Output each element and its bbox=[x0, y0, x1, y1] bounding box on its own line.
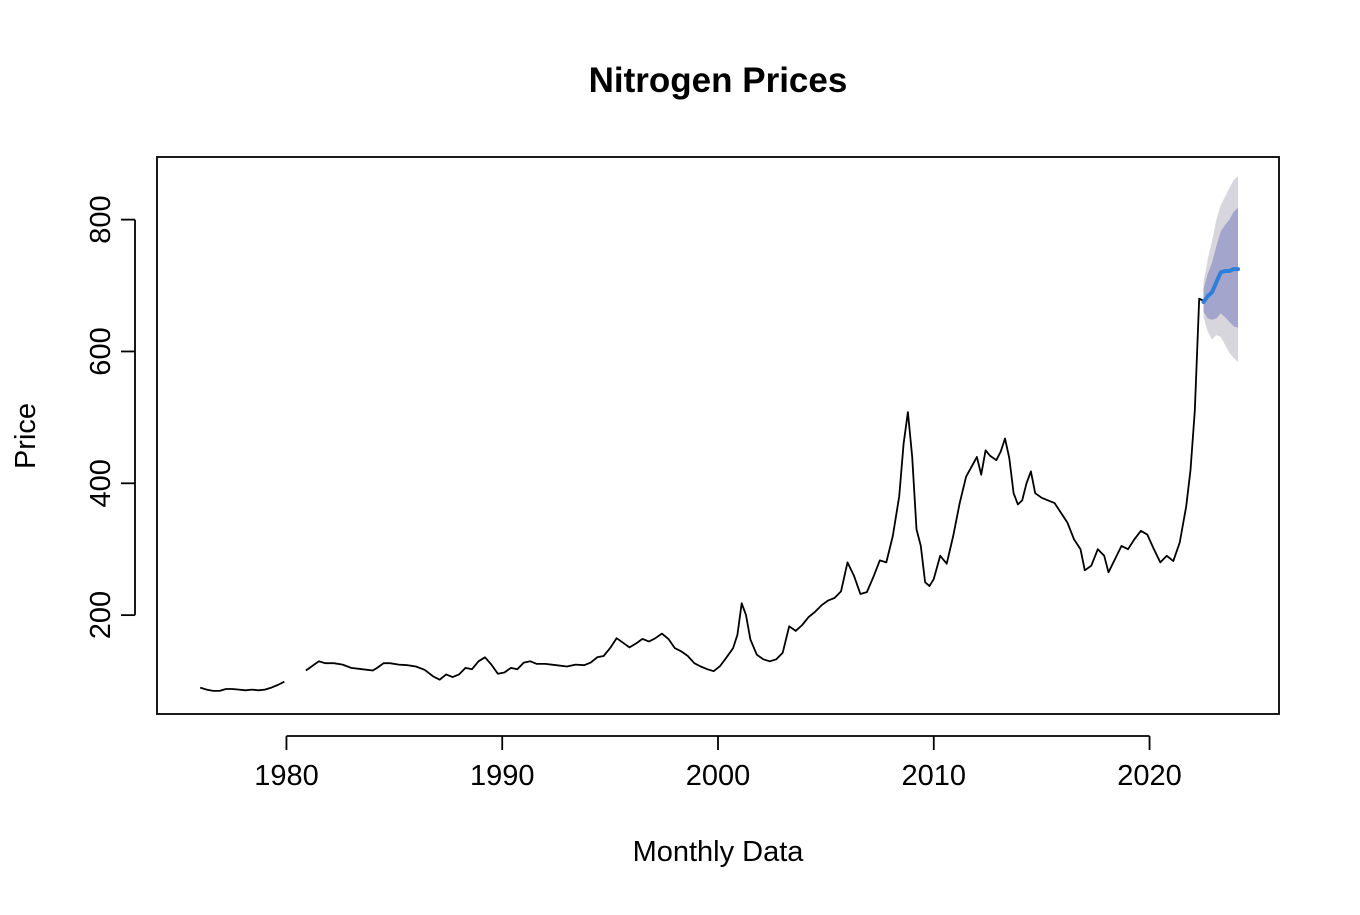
x-tick-label-1980: 1980 bbox=[254, 760, 319, 792]
x-tick-label-2000: 2000 bbox=[686, 760, 751, 792]
history-line-segment-2 bbox=[305, 297, 1204, 681]
series-lines bbox=[199, 267, 1240, 692]
y-tick-label-200: 200 bbox=[85, 591, 117, 639]
plot-frame bbox=[156, 156, 1280, 715]
y-tick-label-400: 400 bbox=[85, 459, 117, 507]
x-axis-label: Monthly Data bbox=[633, 836, 805, 868]
y-axis-label: Price bbox=[10, 403, 42, 469]
x-tick-label-1990: 1990 bbox=[470, 760, 535, 792]
y-tick-label-600: 600 bbox=[85, 327, 117, 375]
x-tick-label-2020: 2020 bbox=[1117, 760, 1182, 792]
x-tick-label-2010: 2010 bbox=[902, 760, 967, 792]
axes: 1980 1990 2000 2010 2020 200 400 600 800 bbox=[85, 195, 1182, 792]
chart-title: Nitrogen Prices bbox=[589, 61, 848, 100]
forecast-bands bbox=[1203, 176, 1238, 362]
forecast-line bbox=[1201, 267, 1240, 304]
y-tick-label-800: 800 bbox=[85, 195, 117, 243]
forecast-band-80 bbox=[1203, 207, 1238, 328]
history-line-segment-1 bbox=[199, 680, 285, 692]
